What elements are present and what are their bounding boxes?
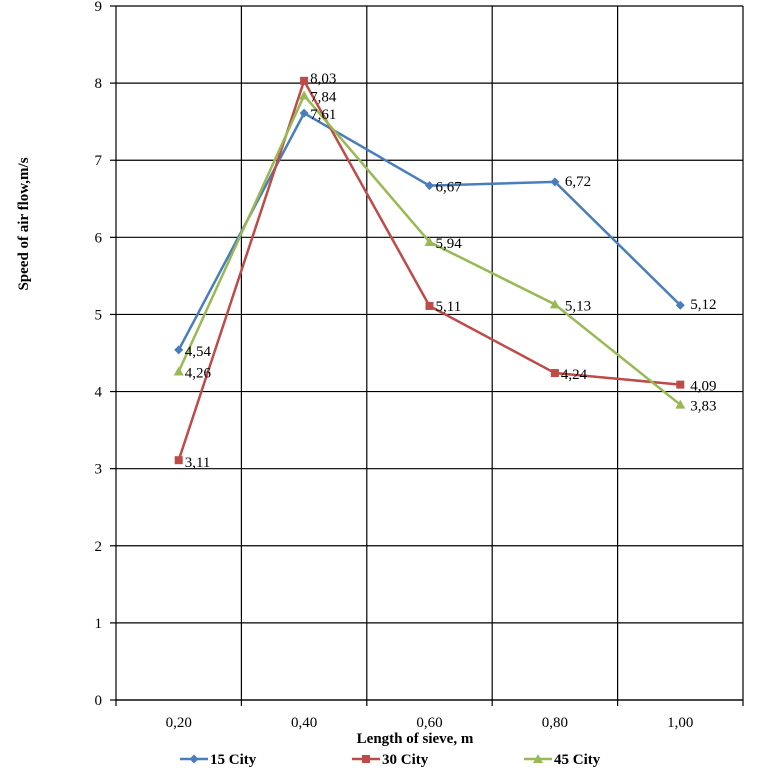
data-label: 3,11 (185, 455, 211, 471)
legend-item: 15 City (180, 752, 257, 768)
x-tick-labels: 0,20 0,40 0,60 0,80 1,00 (166, 715, 694, 731)
y-tick-label: 2 (95, 539, 103, 555)
y-tick-label: 9 (95, 0, 103, 15)
data-point (675, 399, 686, 409)
legend-label: 45 City (554, 752, 601, 768)
data-point (299, 90, 310, 100)
legend-item: 30 City (352, 752, 429, 768)
data-point (676, 380, 685, 389)
y-tick-label: 3 (95, 462, 103, 478)
data-point (425, 181, 434, 191)
data-label: 4,54 (185, 344, 212, 360)
series-2 (173, 90, 686, 409)
data-label: 8,03 (310, 71, 336, 87)
legend-item: 45 City (524, 752, 601, 768)
data-point (550, 177, 560, 187)
series-line (177, 94, 682, 406)
data-labels: 4,54 7,61 6,67 6,72 5,12 3,11 8,03 5,11 4,24 4,09… (185, 71, 717, 471)
x-tick-label: 0,60 (416, 715, 442, 731)
legend-marker (189, 754, 199, 764)
data-point (549, 299, 560, 309)
data-label: 6,72 (565, 174, 591, 190)
x-tick-label: 1,00 (667, 715, 693, 731)
data-label: 5,13 (565, 298, 591, 314)
series-lines (173, 76, 686, 465)
data-label: 3,83 (690, 399, 716, 415)
data-label: 5,94 (436, 236, 463, 252)
data-point (299, 108, 309, 118)
axes (110, 5, 744, 706)
data-label: 6,67 (436, 180, 463, 196)
legend: 15 City 30 City 45 City (180, 752, 601, 768)
data-point (424, 236, 435, 246)
series-0 (174, 108, 685, 355)
y-tick-labels: 0 1 2 3 4 5 6 7 8 9 (95, 0, 103, 709)
data-point (550, 369, 559, 378)
data-point (174, 345, 184, 355)
x-axis-title: Length of sieve, m (357, 731, 474, 747)
legend-label: 15 City (210, 752, 257, 768)
y-tick-label: 7 (95, 153, 103, 169)
data-point (675, 300, 685, 310)
y-tick-label: 6 (95, 230, 103, 246)
series-line (177, 79, 681, 461)
legend-label: 30 City (382, 752, 429, 768)
series-1 (174, 76, 685, 465)
data-label: 7,84 (310, 89, 337, 105)
y-tick-label: 0 (95, 693, 103, 709)
y-tick-label: 1 (95, 616, 103, 632)
data-point (425, 301, 434, 310)
x-tick-label: 0,40 (291, 715, 317, 731)
data-point (173, 366, 184, 376)
data-point (174, 456, 183, 465)
data-label: 4,09 (690, 379, 716, 395)
x-tick-label: 0,80 (542, 715, 568, 731)
legend-marker (362, 755, 370, 763)
y-tick-label: 5 (95, 307, 103, 323)
legend-marker (533, 754, 543, 763)
data-label: 4,26 (185, 366, 212, 382)
y-tick-label: 8 (95, 76, 103, 92)
data-label: 7,61 (310, 107, 336, 123)
y-tick-label: 4 (95, 385, 103, 401)
data-label: 4,24 (561, 367, 588, 383)
x-tick-label: 0,20 (166, 715, 192, 731)
data-label: 5,11 (436, 299, 462, 315)
data-point (300, 76, 309, 85)
y-axis-title: Speed of air flow,m/s (16, 157, 32, 290)
data-label: 5,12 (690, 297, 716, 313)
